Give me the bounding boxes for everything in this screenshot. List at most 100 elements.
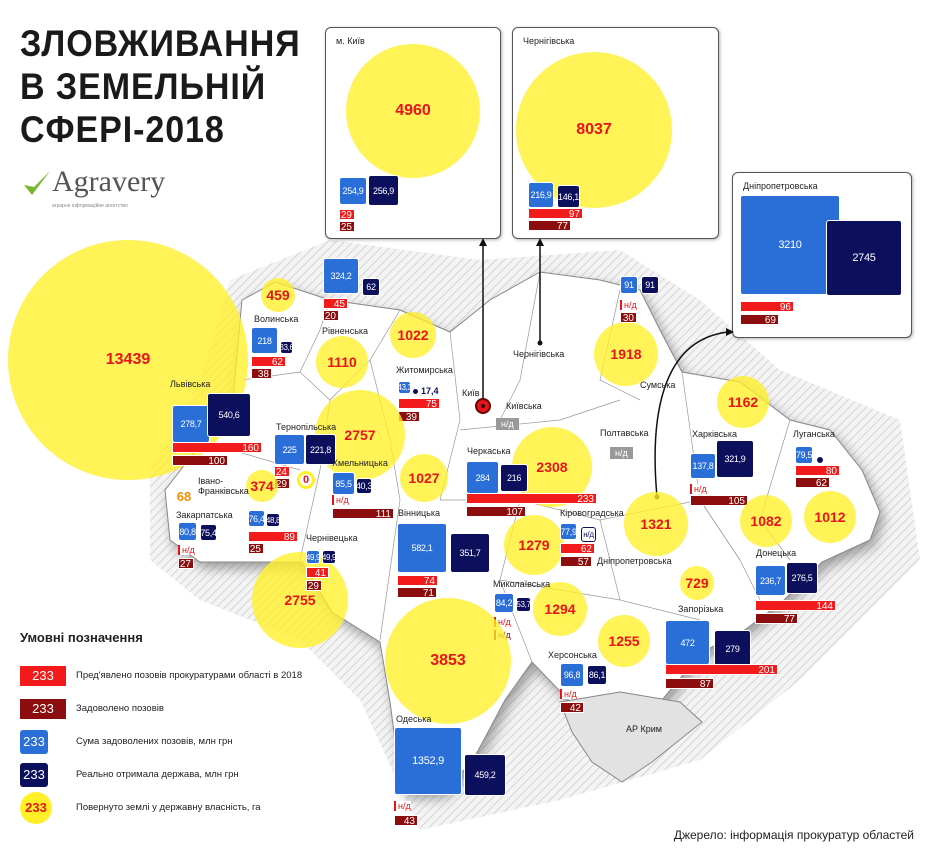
khmelnytskyi-satisfied-bar: 111 xyxy=(332,508,394,520)
zaporizhzhia-land-circle: 729 xyxy=(680,566,714,600)
logo-tagline: аграрне інформаційне агентство xyxy=(52,203,128,209)
chernivtsi-received-box: 49,9 xyxy=(322,550,336,564)
odesa-sum-box: 1352,9 xyxy=(394,727,462,795)
dnipro-land-circle: 1321 xyxy=(624,492,688,556)
dnipro-satisfied-bar: 69 xyxy=(740,314,779,326)
luhansk-received-box xyxy=(817,457,823,463)
kirovohrad-satisfied-bar: 57 xyxy=(560,556,592,568)
legend: Умовні позначення 233 Пред'явлено позовів… xyxy=(12,630,302,824)
poltava-region-label: Полтавська xyxy=(600,428,649,438)
kharkiv-received-box: 321,9 xyxy=(716,440,754,478)
lviv-sum-box: 278,7 xyxy=(172,405,210,443)
luhansk-region-label: Луганська xyxy=(793,429,835,439)
title-line: В ЗЕМЕЛЬНІЙ xyxy=(20,66,267,107)
lviv-received-box: 540,6 xyxy=(207,393,251,437)
kyivska-status-badge: н/д xyxy=(496,418,519,430)
cherkasy-sum-box: 284 xyxy=(466,461,499,494)
khmelnytskyi-sum-box: 85,5 xyxy=(332,472,355,495)
kherson-region-label: Херсонська xyxy=(548,650,597,660)
chernivtsi-satisfied-bar: 29 xyxy=(306,580,322,592)
chernihiv-sum-box: 216,9 xyxy=(528,182,554,208)
kirovohrad-claims-bar: 62 xyxy=(560,543,595,555)
khmelnytskyi-received-box: 40,3 xyxy=(356,478,372,494)
kirovohrad-sum-box: 77,9 xyxy=(560,523,577,540)
vinnytsia-region-label: Вінницька xyxy=(398,508,440,518)
ivanofrankivsk-claims-bar: 89 xyxy=(248,531,298,543)
kherson-land-circle: 1255 xyxy=(598,615,650,667)
sumy-region-label: Сумська xyxy=(640,380,676,390)
chernihiv-claims-bar: 97 xyxy=(528,208,583,220)
chernihiv-region-label: Чернігівська xyxy=(513,349,565,359)
rivne-sum-box: 324,2 xyxy=(323,258,359,294)
mykolaiv-region-label: Миколаївська xyxy=(493,579,551,589)
inset-title: м. Київ xyxy=(336,36,365,46)
legend-swatch: 233 xyxy=(20,729,48,754)
inset-title: Чернігівська xyxy=(523,36,575,46)
kherson-received-box: 86,1 xyxy=(587,665,607,685)
kirovohrad-land-circle: 1279 xyxy=(504,515,564,575)
rivne-received-box: 62 xyxy=(362,278,380,296)
vinnytsia-land-circle: 1027 xyxy=(400,454,448,502)
kyivcity-satisfied-bar: 25 xyxy=(339,221,355,233)
volyn-satisfied-bar: 38 xyxy=(251,368,272,380)
kyivcity-received-box: 256,9 xyxy=(368,175,399,206)
kyiv-city-label: Київ xyxy=(462,388,480,398)
kyivcity-land-circle: 4960 xyxy=(346,44,480,178)
legend-label: Повернуто землі у державну власність, га xyxy=(76,802,261,813)
kirovohrad-received-box: н/д xyxy=(581,527,596,542)
zakarpattia-sum-box: 80,8 xyxy=(178,522,197,541)
agravery-logo: Agravery аграрне інформаційне агентство xyxy=(22,165,165,209)
zhytomyr-received-box xyxy=(413,389,418,394)
khmelnytskyi-claims-nd: н/д xyxy=(332,495,349,505)
legend-swatch: 233 xyxy=(20,665,66,686)
lviv-satisfied-bar: 100 xyxy=(172,455,228,467)
volyn-claims-bar: 62 xyxy=(251,356,286,368)
dnipro-region-label: Дніпропетровська xyxy=(597,556,672,566)
kharkiv-satisfied-bar: 105 xyxy=(690,495,748,507)
zaporizhzhia-claims-bar: 201 xyxy=(665,664,778,676)
vinnytsia-received-box: 351,7 xyxy=(450,533,490,573)
zakarpattia-region-label: Закарпатська xyxy=(176,510,233,520)
sumy-claims-nd: н/д xyxy=(620,300,637,310)
zhytomyr-claims-bar: 75 xyxy=(398,398,440,410)
dnipro-claims-bar: 96 xyxy=(740,301,794,313)
odesa-received-box: 459,2 xyxy=(464,754,506,796)
legend-label: Сума задоволених позовів, млн грн xyxy=(76,736,233,747)
legend-swatch: 233 xyxy=(20,791,52,824)
kharkiv-land-circle: 1162 xyxy=(717,376,769,428)
zakarpattia-land-circle: 68 xyxy=(176,488,192,504)
zhytomyr-land-circle: 1022 xyxy=(390,312,436,358)
kherson-satisfied-bar: 42 xyxy=(560,702,584,714)
legend-item-satisfied: 233 Задоволено позовів xyxy=(12,692,302,725)
legend-label: Задоволено позовів xyxy=(76,703,164,714)
page-title: ЗЛОВЖИВАННЯ В ЗЕМЕЛЬНІЙ СФЕРІ-2018 xyxy=(20,22,301,151)
ternopil-sum-box: 225 xyxy=(274,434,305,465)
crimea-outline xyxy=(559,691,703,783)
donetsk-sum-box: 236,7 xyxy=(755,565,786,596)
lviv-region-label: Львівська xyxy=(170,379,211,389)
vinnytsia-claims-bar: 74 xyxy=(397,575,438,587)
chernivtsi-sum-box: 49,9 xyxy=(306,550,320,564)
donetsk-land-circle: 1082 xyxy=(740,495,792,547)
zaporizhzhia-received-box: 279 xyxy=(714,630,751,667)
cherkasy-satisfied-bar: 107 xyxy=(466,506,526,518)
rivne-claims-bar: 45 xyxy=(323,298,348,310)
sumy-sum-box: 91 xyxy=(620,276,638,294)
luhansk-land-circle: 1012 xyxy=(804,491,856,543)
title-line: ЗЛОВЖИВАННЯ xyxy=(20,23,301,64)
odesa-region-label: Одеська xyxy=(396,714,432,724)
ivanofrankivsk-received-box: 48,8 xyxy=(266,513,280,527)
ternopil-region-label: Тернопільська xyxy=(276,422,337,432)
poltava-status-badge: н/д xyxy=(610,447,633,459)
kyivcity-sum-box: 254,9 xyxy=(339,177,367,205)
legend-label: Пред'явлено позовів прокуратурами област… xyxy=(76,670,303,681)
rivne-region-label: Рівненська xyxy=(322,326,369,336)
volyn-land-circle: 459 xyxy=(261,278,295,312)
legend-swatch: 233 xyxy=(20,698,66,719)
kharkiv-region-label: Харківська xyxy=(692,429,737,439)
chernihiv-received-box: 146,1 xyxy=(557,185,580,208)
donetsk-received-box: 276,5 xyxy=(786,562,818,594)
chernivtsi-region-label: Чернівецька xyxy=(306,533,358,543)
kharkiv-claims-nd: н/д xyxy=(690,484,707,494)
